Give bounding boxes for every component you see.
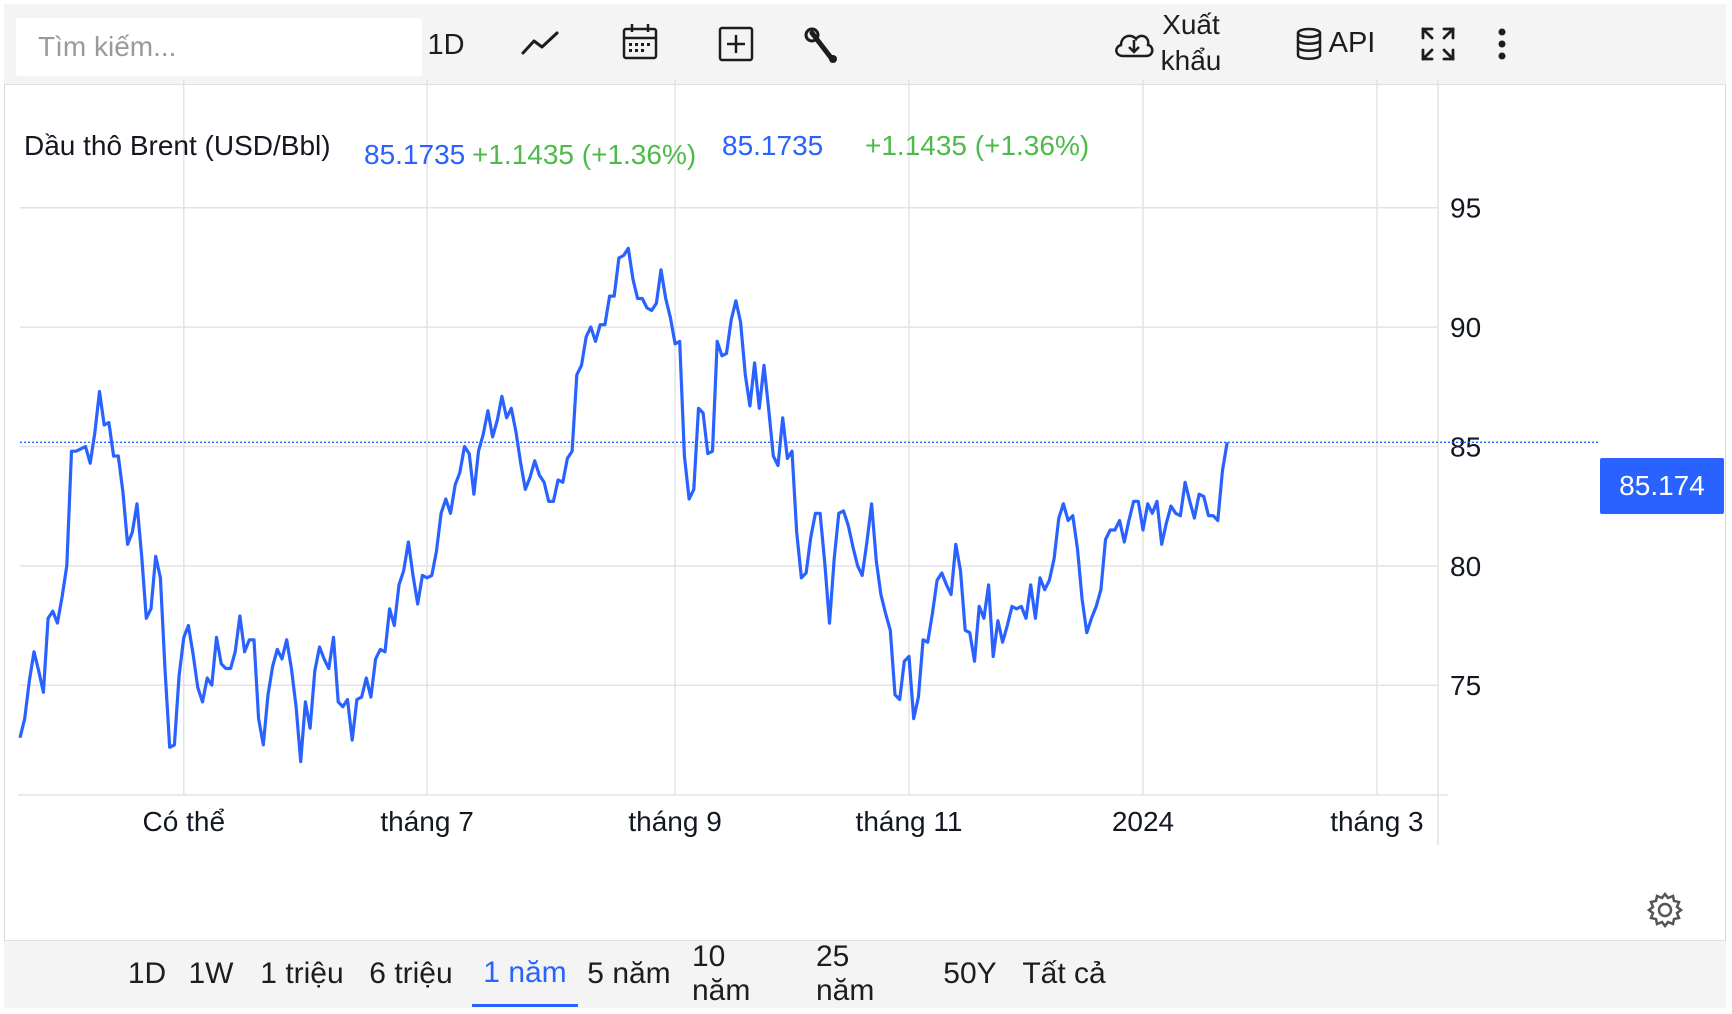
legend-price-a: 85.1735 bbox=[364, 139, 466, 170]
y-tick-label: 75 bbox=[1450, 670, 1481, 701]
range-button[interactable]: 6 triệu bbox=[369, 957, 453, 990]
x-tick-label: Có thể bbox=[143, 806, 226, 837]
range-button[interactable]: 50Y bbox=[943, 957, 997, 990]
database-icon[interactable] bbox=[1294, 26, 1324, 62]
range-button[interactable]: 1D bbox=[127, 957, 167, 990]
x-tick-label: tháng 3 bbox=[1330, 806, 1423, 837]
export-label-line2: khẩu bbox=[1160, 45, 1222, 76]
y-tick-label: 95 bbox=[1450, 193, 1481, 224]
range-selector: 1D 1W 1 triệu 6 triệu 1 năm 5 năm 10 năm 25 năm… bbox=[4, 940, 1726, 1008]
series-line bbox=[18, 246, 1229, 764]
cloud-download-icon[interactable] bbox=[1112, 26, 1156, 62]
y-tick-label: 85 bbox=[1450, 431, 1481, 462]
legend-symbol: Dầu thô Brent (USD/Bbl) bbox=[24, 130, 331, 161]
wrench-icon[interactable] bbox=[800, 24, 844, 68]
legend-change-a: +1.1435 (+1.36%) bbox=[472, 139, 697, 170]
x-tick-label: tháng 9 bbox=[628, 806, 721, 837]
more-vertical-icon[interactable] bbox=[1490, 24, 1514, 64]
range-button[interactable]: Tất cả bbox=[1022, 957, 1106, 990]
range-button[interactable]: 1W bbox=[188, 957, 234, 990]
range-button[interactable]: 25 năm bbox=[816, 940, 875, 1007]
export-button[interactable]: Xuất khẩu bbox=[1156, 4, 1226, 82]
range-button[interactable]: 10 năm bbox=[692, 940, 751, 1007]
add-indicator-icon[interactable] bbox=[714, 22, 758, 66]
toolbar: 1D Xuất khẩu API bbox=[4, 4, 1726, 85]
x-tick-label: tháng 11 bbox=[856, 806, 963, 837]
api-button[interactable]: API bbox=[1328, 26, 1376, 59]
search-input[interactable] bbox=[16, 18, 422, 76]
legend-price-b: 85.1735 bbox=[722, 130, 824, 161]
settings-icon[interactable] bbox=[1646, 891, 1684, 929]
interval-button[interactable]: 1D bbox=[427, 28, 465, 61]
x-tick-label: tháng 7 bbox=[380, 806, 473, 837]
line-chart-icon[interactable] bbox=[518, 22, 562, 66]
last-price-tag: 85.174 bbox=[1600, 458, 1724, 514]
calendar-icon[interactable] bbox=[618, 20, 662, 64]
legend-change-b: +1.1435 (+1.36%) bbox=[865, 130, 1090, 161]
range-button[interactable]: 5 năm bbox=[587, 957, 671, 990]
x-tick-label: 2024 bbox=[1112, 806, 1174, 837]
range-button[interactable]: 1 năm bbox=[472, 941, 578, 1007]
y-tick-label: 80 bbox=[1450, 551, 1481, 582]
fullscreen-icon[interactable] bbox=[1418, 24, 1458, 64]
y-tick-label: 90 bbox=[1450, 312, 1481, 343]
export-label-line1: Xuất bbox=[1162, 8, 1220, 40]
widget-frame bbox=[4, 4, 1726, 1008]
range-button[interactable]: 1 triệu bbox=[260, 957, 344, 990]
